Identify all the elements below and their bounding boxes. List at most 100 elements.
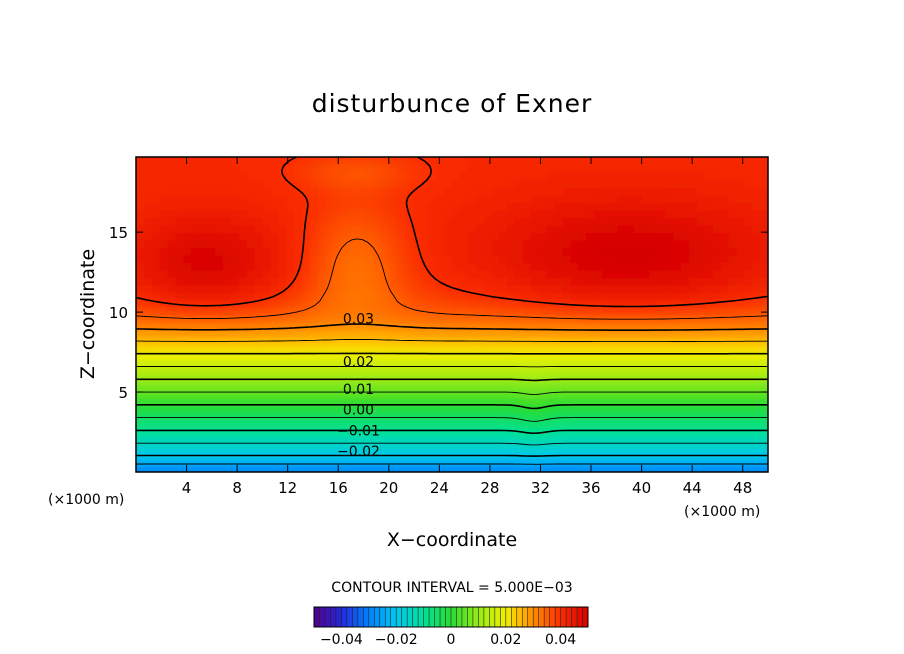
contour-fill-cell <box>396 352 406 361</box>
contour-line <box>136 238 768 320</box>
contour-fill-cell <box>736 284 746 293</box>
contour-fill-cell <box>388 329 398 338</box>
contour-fill-cell <box>151 284 161 293</box>
contour-fill-cell <box>546 404 556 413</box>
contour-fill-cell <box>436 344 446 353</box>
contour-fill-cell <box>175 434 185 443</box>
contour-fill-cell <box>254 397 264 406</box>
contour-fill-cell <box>467 412 477 421</box>
contour-fill-cell <box>744 427 754 436</box>
contour-fill-cell <box>483 427 493 436</box>
colorbar-swatch <box>461 607 468 627</box>
contour-fill-cell <box>531 419 540 428</box>
contour-fill-cell <box>704 262 714 271</box>
contour-fill-cell <box>230 277 240 286</box>
contour-fill-cell <box>452 172 461 181</box>
contour-fill-cell <box>238 179 248 188</box>
contour-fill-cell <box>199 269 209 278</box>
contour-fill-cell <box>357 209 367 218</box>
contour-fill-cell <box>396 157 406 166</box>
contour-fill-cell <box>602 277 611 286</box>
contour-line <box>136 323 768 331</box>
contour-fill-cell <box>554 344 564 353</box>
contour-fill-cell <box>183 457 193 466</box>
contour-fill-cell <box>578 202 588 211</box>
contour-fill-cell <box>333 449 343 458</box>
contour-fill-cell <box>515 269 525 278</box>
contour-fill-cell <box>325 352 335 361</box>
contour-fill-cell <box>199 442 209 451</box>
contour-fill-cell <box>602 472 611 481</box>
contour-fill-cell <box>610 179 619 188</box>
contour-fill-cell <box>459 194 469 203</box>
contour-fill-cell <box>183 194 193 203</box>
contour-fill-cell <box>633 457 643 466</box>
contour-fill-cell <box>554 224 564 233</box>
contour-fill-cell <box>704 382 714 391</box>
contour-fill-cell <box>728 404 738 413</box>
contour-fill-cell <box>625 194 635 203</box>
contour-fill-cell <box>689 172 698 181</box>
contour-fill-cell <box>420 284 430 293</box>
contour-fill-cell <box>294 442 303 451</box>
contour-fill-cell <box>428 157 438 166</box>
contour-fill-cell <box>499 344 509 353</box>
contour-fill-cell <box>491 314 501 323</box>
contour-fill-cell <box>570 329 580 338</box>
contour-fill-cell <box>507 284 517 293</box>
contour-fill-cell <box>270 457 280 466</box>
contour-fill-cell <box>167 254 177 263</box>
contour-fill-cell <box>657 299 667 308</box>
contour-fill-cell <box>199 329 209 338</box>
contour-fill-cell <box>428 202 438 211</box>
contour-fill-cell <box>665 224 675 233</box>
contour-fill-cell <box>444 277 453 286</box>
contour-fill-cell <box>333 209 343 218</box>
contour-fill-cell <box>428 209 438 218</box>
contour-fill-cell <box>270 269 280 278</box>
contour-fill-cell <box>681 209 690 218</box>
contour-fill-cell <box>681 232 690 241</box>
colorbar-swatch <box>560 607 567 627</box>
contour-fill-cell <box>459 299 469 308</box>
contour-fill-cell <box>262 404 272 413</box>
contour-fill-cell <box>286 352 295 361</box>
contour-fill-cell <box>610 239 619 248</box>
contour-fill-cell <box>136 367 145 376</box>
contour-fill-cell <box>136 389 145 398</box>
contour-fill-cell <box>515 172 525 181</box>
contour-fill-cell <box>491 322 501 331</box>
contour-fill-cell <box>523 374 532 383</box>
contour-fill-cell <box>207 224 216 233</box>
contour-fill-cell <box>230 367 240 376</box>
contour-fill-cell <box>270 194 280 203</box>
contour-fill-cell <box>586 247 596 256</box>
contour-fill-cell <box>562 254 572 263</box>
contour-fill-cell <box>491 232 501 241</box>
contour-fill-cell <box>325 172 335 181</box>
contour-fill-cell <box>151 262 161 271</box>
contour-fill-cell <box>617 247 627 256</box>
contour-fill-cell <box>373 299 382 308</box>
contour-fill-cell <box>649 269 659 278</box>
contour-fill-cell <box>365 389 374 398</box>
contour-fill-cell <box>689 202 698 211</box>
contour-fill-cell <box>325 382 335 391</box>
contour-fill-cell <box>183 464 193 472</box>
contour-fill-cell <box>752 359 762 368</box>
contour-fill-cell <box>357 367 367 376</box>
colorbar-swatch <box>571 607 578 627</box>
contour-fill-cell <box>309 209 319 218</box>
contour-fill-cell <box>246 217 256 226</box>
contour-fill-cell <box>222 202 232 211</box>
contour-fill-cell <box>357 389 367 398</box>
contour-fill-cell <box>436 412 446 421</box>
contour-fill-cell <box>475 262 485 271</box>
contour-fill-cell <box>649 397 659 406</box>
contour-fill-cell <box>412 329 422 338</box>
contour-fill-cell <box>610 299 619 308</box>
contour-fill-cell <box>199 352 209 361</box>
contour-fill-cell <box>254 442 264 451</box>
contour-fill-cell <box>768 307 777 316</box>
contour-fill-cell <box>491 427 501 436</box>
